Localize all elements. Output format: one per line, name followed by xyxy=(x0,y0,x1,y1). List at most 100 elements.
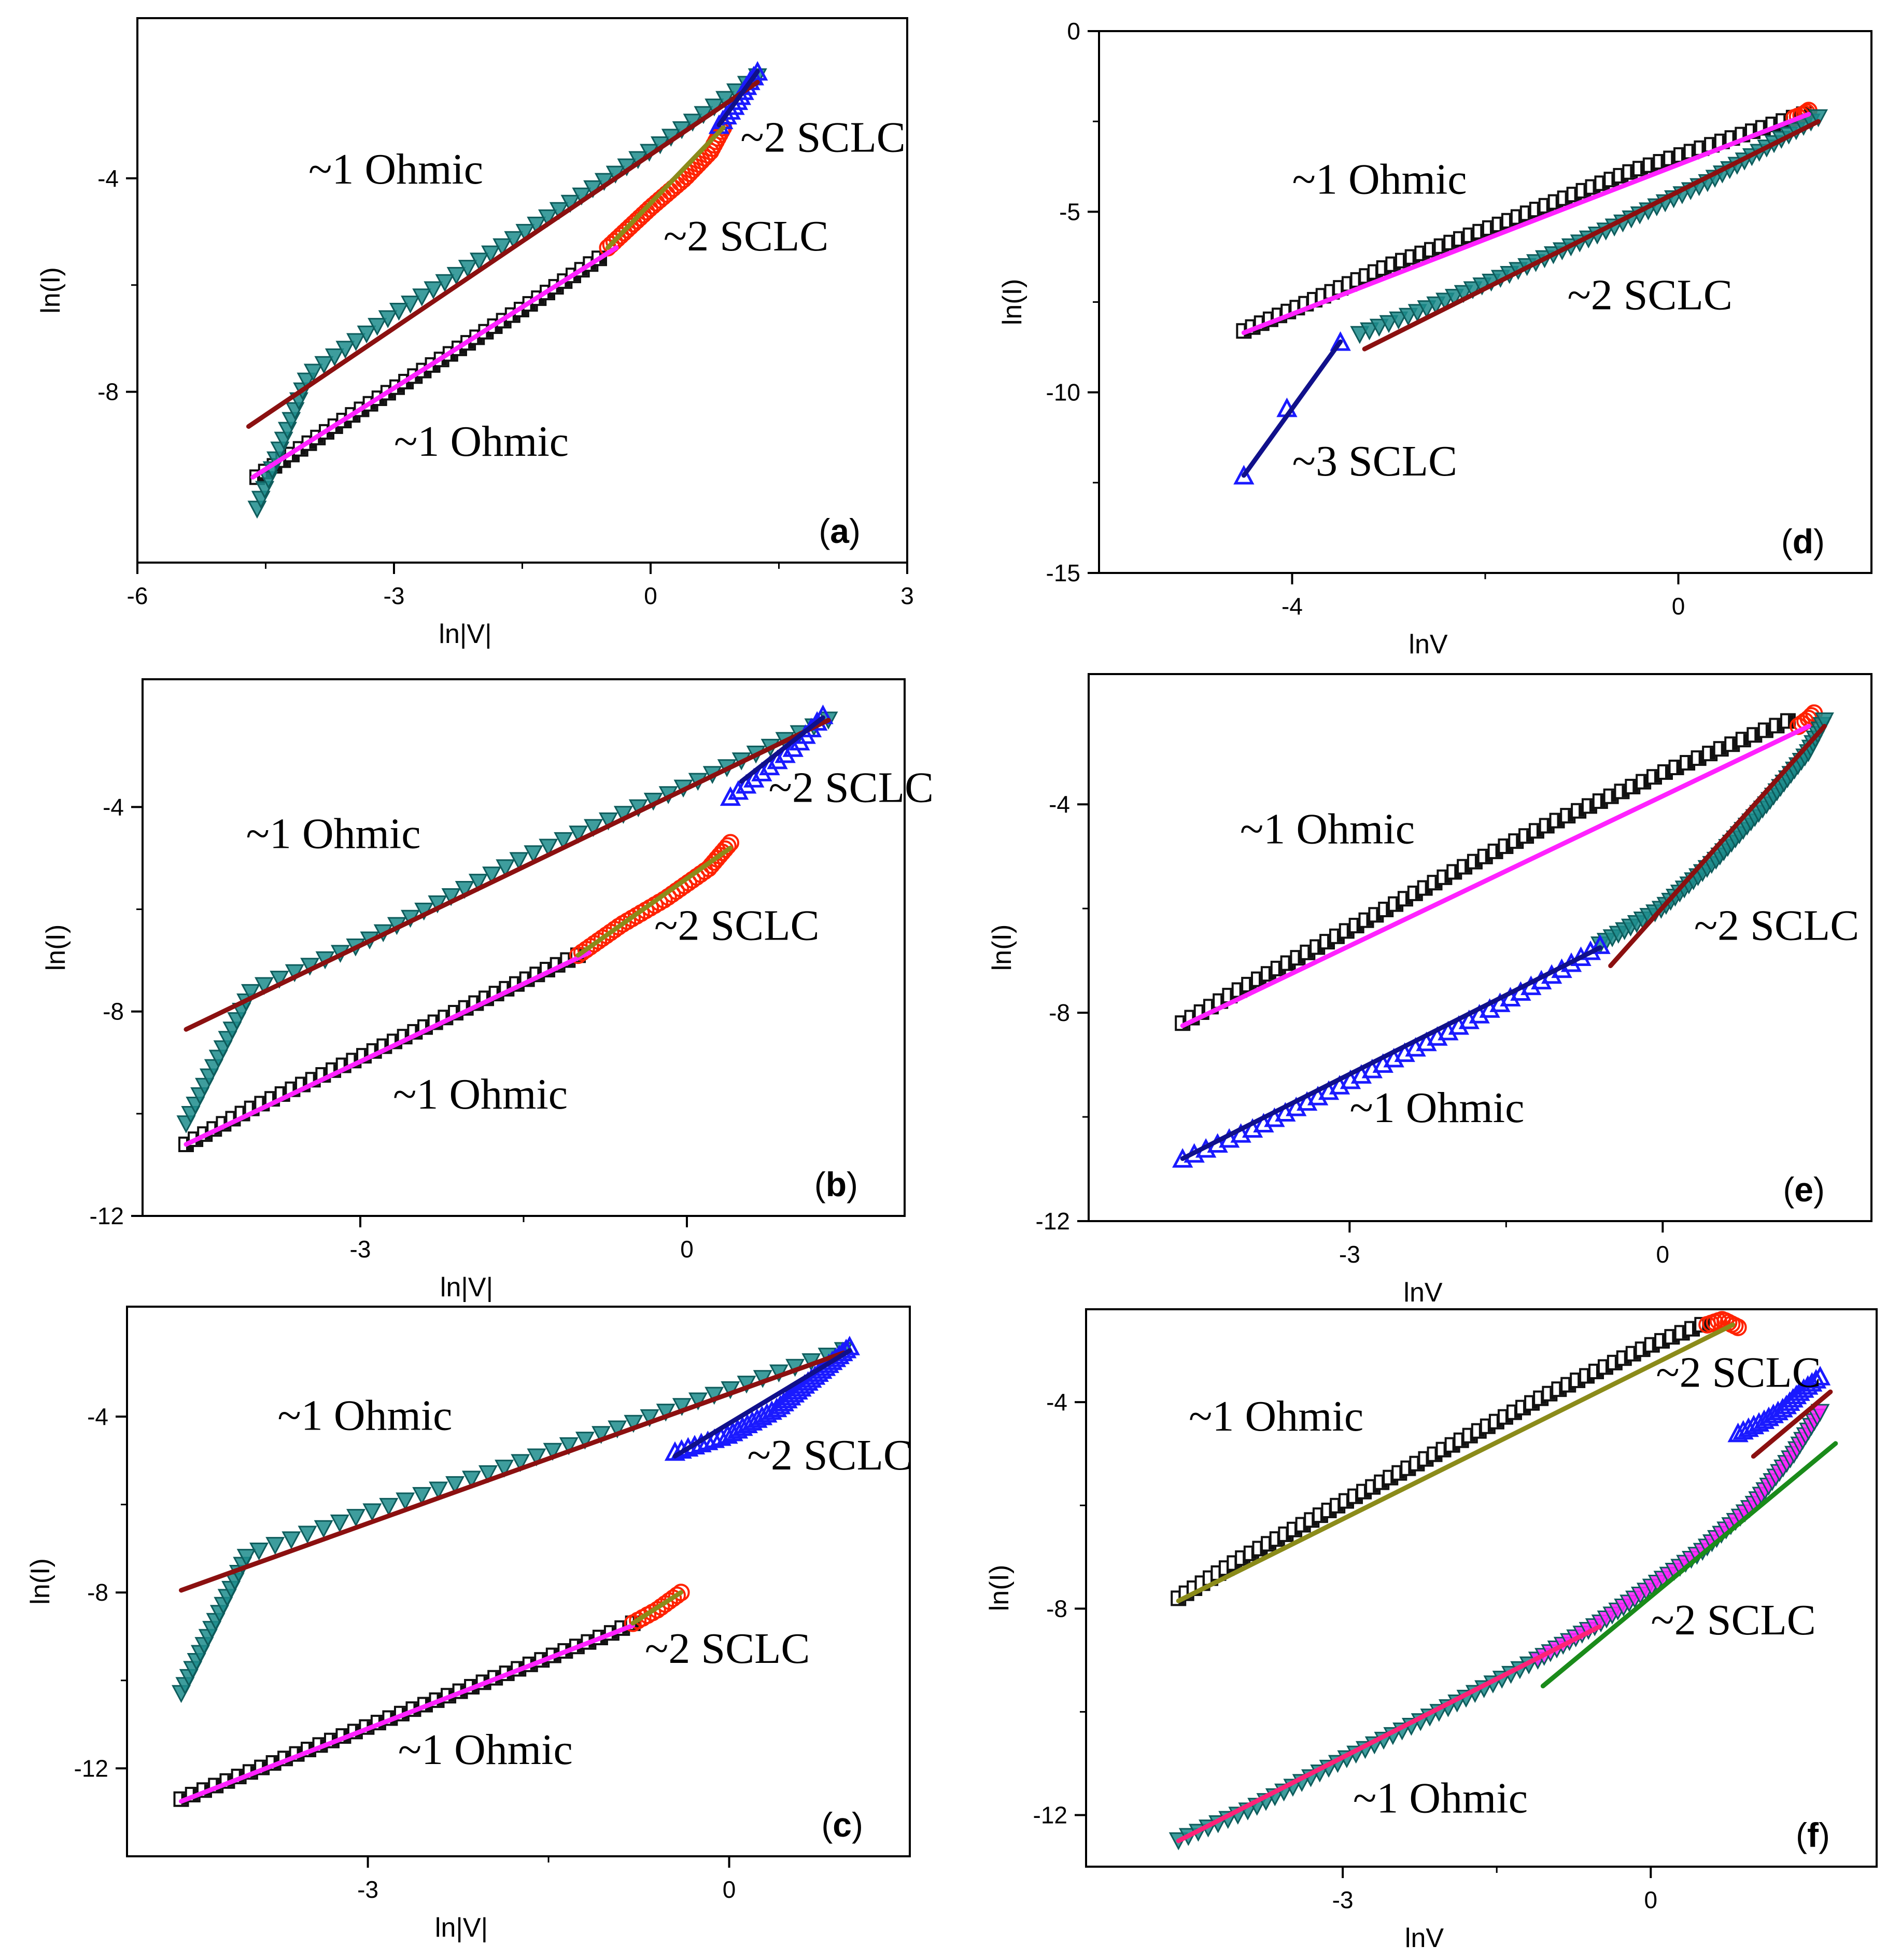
panel-label-open: ( xyxy=(819,512,830,550)
data-point xyxy=(389,302,409,321)
y-axis-title: ln(I) xyxy=(984,1565,1015,1612)
data-point xyxy=(314,1520,333,1538)
data-point xyxy=(1589,934,1611,954)
y-tick-label: -12 xyxy=(1036,1208,1070,1235)
fit-line xyxy=(1180,723,1811,1028)
panel-label: (e) xyxy=(1783,1170,1825,1209)
chart-panel-a: -6 -3 0 3 -8 -4 ln|V| ln(I) ~1 Ohmic ~2 SCLC ~2 SC… xyxy=(36,17,914,649)
data-point-fill xyxy=(1743,734,1749,746)
x-tick-label: -3 xyxy=(350,1236,371,1263)
annotation: ~1 Ohmic xyxy=(246,809,421,858)
series-set-curve xyxy=(1171,1317,1710,1606)
data-point xyxy=(618,220,636,239)
data-point xyxy=(1793,1378,1814,1398)
x-axis-title: ln|V| xyxy=(440,1272,493,1303)
data-point xyxy=(624,1415,643,1433)
y-tick-label: -10 xyxy=(1046,379,1080,406)
data-point xyxy=(446,267,466,285)
series-set-sclc xyxy=(599,119,733,257)
annotation: ~1 Ohmic xyxy=(398,1726,573,1774)
panel-label-open: ( xyxy=(821,1805,833,1844)
data-point xyxy=(429,1481,448,1500)
data-point xyxy=(509,852,529,870)
annotation: ~1 Ohmic xyxy=(308,145,483,193)
data-point xyxy=(511,1454,530,1472)
data-point xyxy=(631,208,649,227)
fit-line xyxy=(716,69,760,128)
data-point-fill xyxy=(1732,738,1738,750)
data-point xyxy=(357,325,376,344)
data-point xyxy=(396,1492,415,1510)
y-axis-title: ln(I) xyxy=(41,925,71,971)
data-point xyxy=(1435,292,1455,311)
data-point-fill xyxy=(1611,790,1617,802)
x-tick-label: 0 xyxy=(1656,1241,1670,1268)
series-set-sclc xyxy=(569,834,739,964)
fit-line xyxy=(1608,723,1827,969)
data-point xyxy=(524,845,543,863)
data-point xyxy=(598,812,618,831)
data-point xyxy=(575,1432,595,1450)
y-tick-label: -8 xyxy=(103,998,124,1025)
data-point xyxy=(1797,1375,1819,1395)
annotation: ~2 SCLC xyxy=(664,212,829,260)
data-point xyxy=(495,1460,514,1478)
data-point-fill xyxy=(1622,786,1628,797)
data-point-fill xyxy=(1777,720,1783,732)
data-point-fill xyxy=(1765,724,1771,736)
plot-frame xyxy=(126,1306,911,1857)
x-tick-label: -3 xyxy=(384,582,405,609)
panel-label-close: ) xyxy=(847,1165,858,1203)
y-tick-label: -4 xyxy=(97,165,119,192)
data-point-fill xyxy=(1665,766,1671,778)
data-point xyxy=(478,1465,498,1483)
fit-line xyxy=(1241,111,1811,335)
data-point xyxy=(325,348,344,367)
data-point xyxy=(549,202,569,220)
data-point xyxy=(435,274,455,292)
data-point xyxy=(1417,300,1437,318)
annotation: ~2 SCLC xyxy=(1651,1596,1816,1644)
y-tick-label: -4 xyxy=(103,793,124,820)
y-tick-label: -12 xyxy=(1033,1801,1067,1828)
chart-panel-c: -3 0 -12 -8 -4 ln|V| ln(I) ~1 Ohmic ~2 SCLC ~2 SC… xyxy=(25,1306,912,1943)
annotation: ~2 SCLC xyxy=(1656,1348,1821,1396)
data-point xyxy=(379,1497,399,1516)
data-point xyxy=(759,755,780,776)
fit-line xyxy=(1362,119,1821,352)
fit-line xyxy=(179,1350,846,1593)
data-point xyxy=(672,1584,690,1602)
data-point xyxy=(1398,307,1418,326)
panel-label-letter: c xyxy=(833,1805,852,1844)
data-point-fill xyxy=(1654,771,1660,783)
chart-panel-e: -3 0 -12 -8 -4 lnV ln(I) ~1 Ohmic ~2 SCLC ~1 Ohmi… xyxy=(987,673,1872,1308)
data-point xyxy=(554,832,573,850)
y-tick-label: -8 xyxy=(1046,1595,1067,1622)
data-point xyxy=(1444,289,1464,307)
data-point xyxy=(368,318,387,336)
fit-line xyxy=(1180,945,1603,1161)
data-point xyxy=(504,231,524,249)
data-point xyxy=(747,61,768,81)
y-tick-label: -15 xyxy=(1046,559,1080,586)
data-point xyxy=(412,288,432,306)
panel-label-close: ) xyxy=(852,1805,863,1844)
data-point xyxy=(1810,1404,1830,1422)
data-point xyxy=(468,874,488,892)
data-point xyxy=(346,1509,366,1527)
data-point xyxy=(584,819,603,837)
fit-line xyxy=(179,1623,636,1804)
data-point-fill xyxy=(1579,805,1585,817)
chart-panel-d: -4 0 -15 -10 -5 0 lnV ln(I) ~1 Ohmic ~2 SCLC ~3 SC… xyxy=(997,18,1872,660)
panel-label: (c) xyxy=(821,1805,863,1844)
data-point xyxy=(767,749,788,769)
data-point xyxy=(1454,285,1473,303)
fit-line xyxy=(1176,1322,1736,1603)
x-tick-label: 0 xyxy=(1672,593,1685,620)
data-point xyxy=(751,762,772,781)
data-point xyxy=(458,260,477,278)
data-point xyxy=(1767,1401,1789,1421)
chart-panel-f: -3 0 -12 -8 -4 lnV ln(I) ~1 Ohmic ~2 SCLC ~2 SCLC… xyxy=(984,1308,1878,1953)
data-point-fill xyxy=(1710,748,1716,760)
data-point xyxy=(634,205,652,223)
